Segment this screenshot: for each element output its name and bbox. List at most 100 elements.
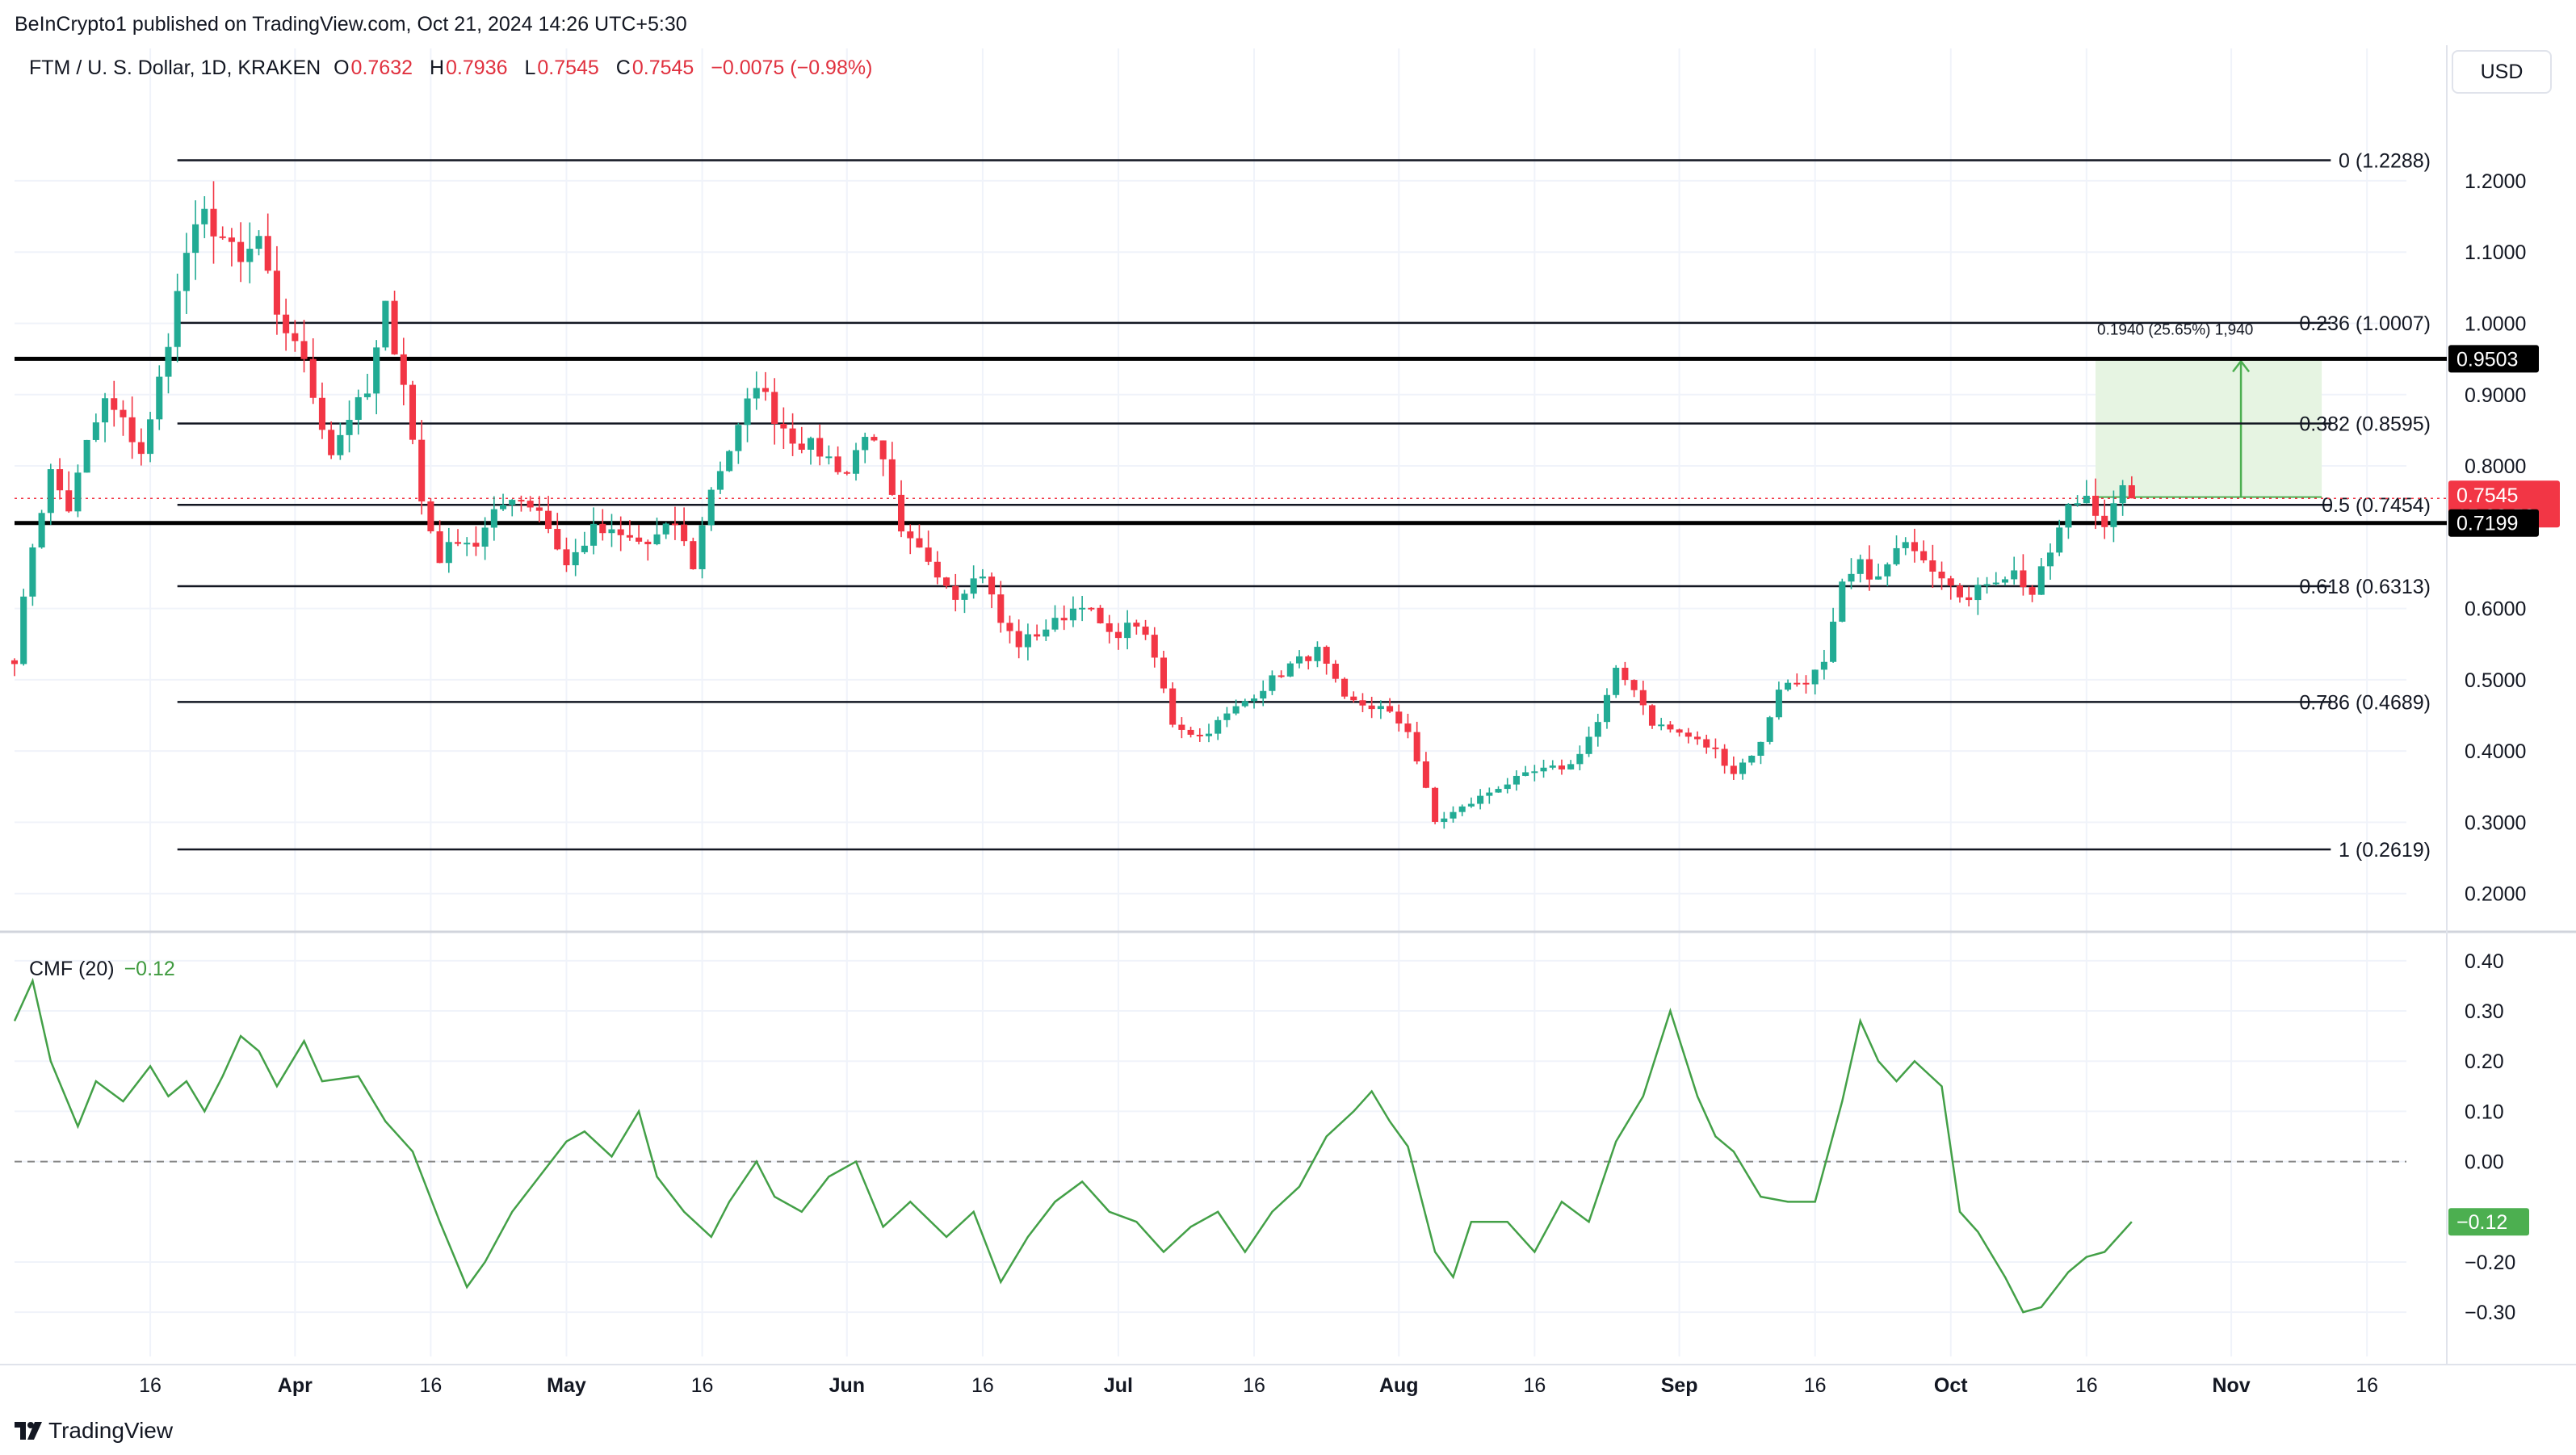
cmf-axis-label: 0.40 xyxy=(2465,950,2504,973)
candle-body xyxy=(92,422,99,440)
candle-body xyxy=(111,398,118,410)
level-price-tag xyxy=(2448,345,2539,373)
candle xyxy=(572,539,579,577)
candle xyxy=(137,428,145,466)
candle xyxy=(1522,765,1529,777)
cmf-legend[interactable]: CMF (20) −0.12 xyxy=(29,958,175,981)
candle-body xyxy=(201,208,208,224)
candle xyxy=(825,445,833,465)
candle xyxy=(979,568,986,584)
candle-body xyxy=(608,529,615,534)
candle-body xyxy=(681,524,688,542)
candle-body xyxy=(581,545,588,552)
candle xyxy=(1811,669,1819,695)
candle-body xyxy=(120,409,127,417)
candle-body xyxy=(1920,551,1928,561)
fib-level-label: 0.236 (1.0007) xyxy=(2299,312,2431,335)
time-axis-label: 16 xyxy=(1523,1374,1546,1397)
candle xyxy=(970,565,977,599)
candle-body xyxy=(1802,682,1810,685)
candle-body xyxy=(1060,618,1068,621)
candle xyxy=(843,471,850,476)
candle-body xyxy=(1766,717,1773,742)
candle xyxy=(436,520,443,564)
candle xyxy=(834,446,841,475)
candle xyxy=(1332,660,1339,683)
candle-body xyxy=(1875,576,1882,580)
symbol-legend[interactable]: FTM / U. S. Dollar, 1D, KRAKEN O0.7632 H… xyxy=(29,57,883,80)
candle-body xyxy=(1549,765,1556,768)
candle xyxy=(1648,704,1656,729)
level-price-tag xyxy=(2448,509,2539,537)
time-axis-label: Oct xyxy=(1934,1374,1968,1397)
candle-body xyxy=(1278,675,1285,677)
candle-body xyxy=(183,253,190,291)
candle-body xyxy=(933,561,941,578)
candle xyxy=(481,517,489,560)
candle-body xyxy=(898,494,905,532)
candle-body xyxy=(300,341,308,359)
candle xyxy=(1712,738,1719,759)
candle xyxy=(1215,716,1222,740)
candle-body xyxy=(1983,584,1991,586)
candle-body xyxy=(1395,711,1403,724)
candle-body xyxy=(1043,629,1050,637)
candle xyxy=(1947,576,1954,600)
candle xyxy=(2001,577,2009,586)
candle-body xyxy=(771,392,778,424)
candle-body xyxy=(816,438,824,457)
candle xyxy=(1684,728,1692,744)
candle xyxy=(2091,478,2100,530)
candle xyxy=(626,520,633,541)
candle-body xyxy=(363,393,371,397)
candle xyxy=(1594,714,1601,747)
candle xyxy=(1441,811,1448,829)
candle xyxy=(102,392,109,442)
candle-body xyxy=(210,208,217,237)
candle-body xyxy=(1114,631,1122,639)
candle-body xyxy=(427,501,434,532)
candle-body xyxy=(1079,607,1086,610)
candle xyxy=(1196,728,1203,742)
price-axis-label: 0.4000 xyxy=(2465,740,2526,763)
candle-body xyxy=(1368,705,1375,710)
candle xyxy=(328,421,335,459)
candle xyxy=(1260,680,1267,707)
candle-body xyxy=(1684,732,1692,737)
candle-body xyxy=(1613,668,1620,695)
cmf-axis-label: 0.10 xyxy=(2465,1101,2504,1123)
candle xyxy=(1088,606,1095,612)
candle-body xyxy=(509,500,516,505)
candle xyxy=(1250,694,1258,709)
candle xyxy=(1622,661,1629,686)
candle-body xyxy=(1893,547,1900,564)
candle xyxy=(2110,490,2117,543)
candle xyxy=(1413,721,1420,765)
candle-body xyxy=(337,434,344,455)
candle xyxy=(1757,741,1764,765)
time-axis-label: 16 xyxy=(2075,1374,2098,1397)
candle xyxy=(761,371,770,401)
candle-body xyxy=(373,347,380,394)
candle xyxy=(1295,650,1303,669)
candle-body xyxy=(1884,564,1891,577)
tradingview-logo[interactable]: TradingView xyxy=(15,1418,173,1444)
candle xyxy=(1269,670,1276,695)
candle xyxy=(1613,665,1620,698)
candle-body xyxy=(626,535,633,538)
candle xyxy=(309,338,317,405)
candle xyxy=(300,320,308,373)
time-axis-label: 16 xyxy=(1243,1374,1265,1397)
candle xyxy=(636,525,643,545)
candle xyxy=(283,298,290,351)
candle xyxy=(1359,693,1366,713)
candle-body xyxy=(1658,724,1665,727)
candle xyxy=(1956,583,1963,603)
candle xyxy=(1015,619,1022,659)
candle-body xyxy=(599,523,606,534)
candle-body xyxy=(2101,515,2108,527)
candle xyxy=(201,195,208,238)
candle-body xyxy=(871,437,878,441)
currency-button[interactable]: USD xyxy=(2452,50,2552,94)
